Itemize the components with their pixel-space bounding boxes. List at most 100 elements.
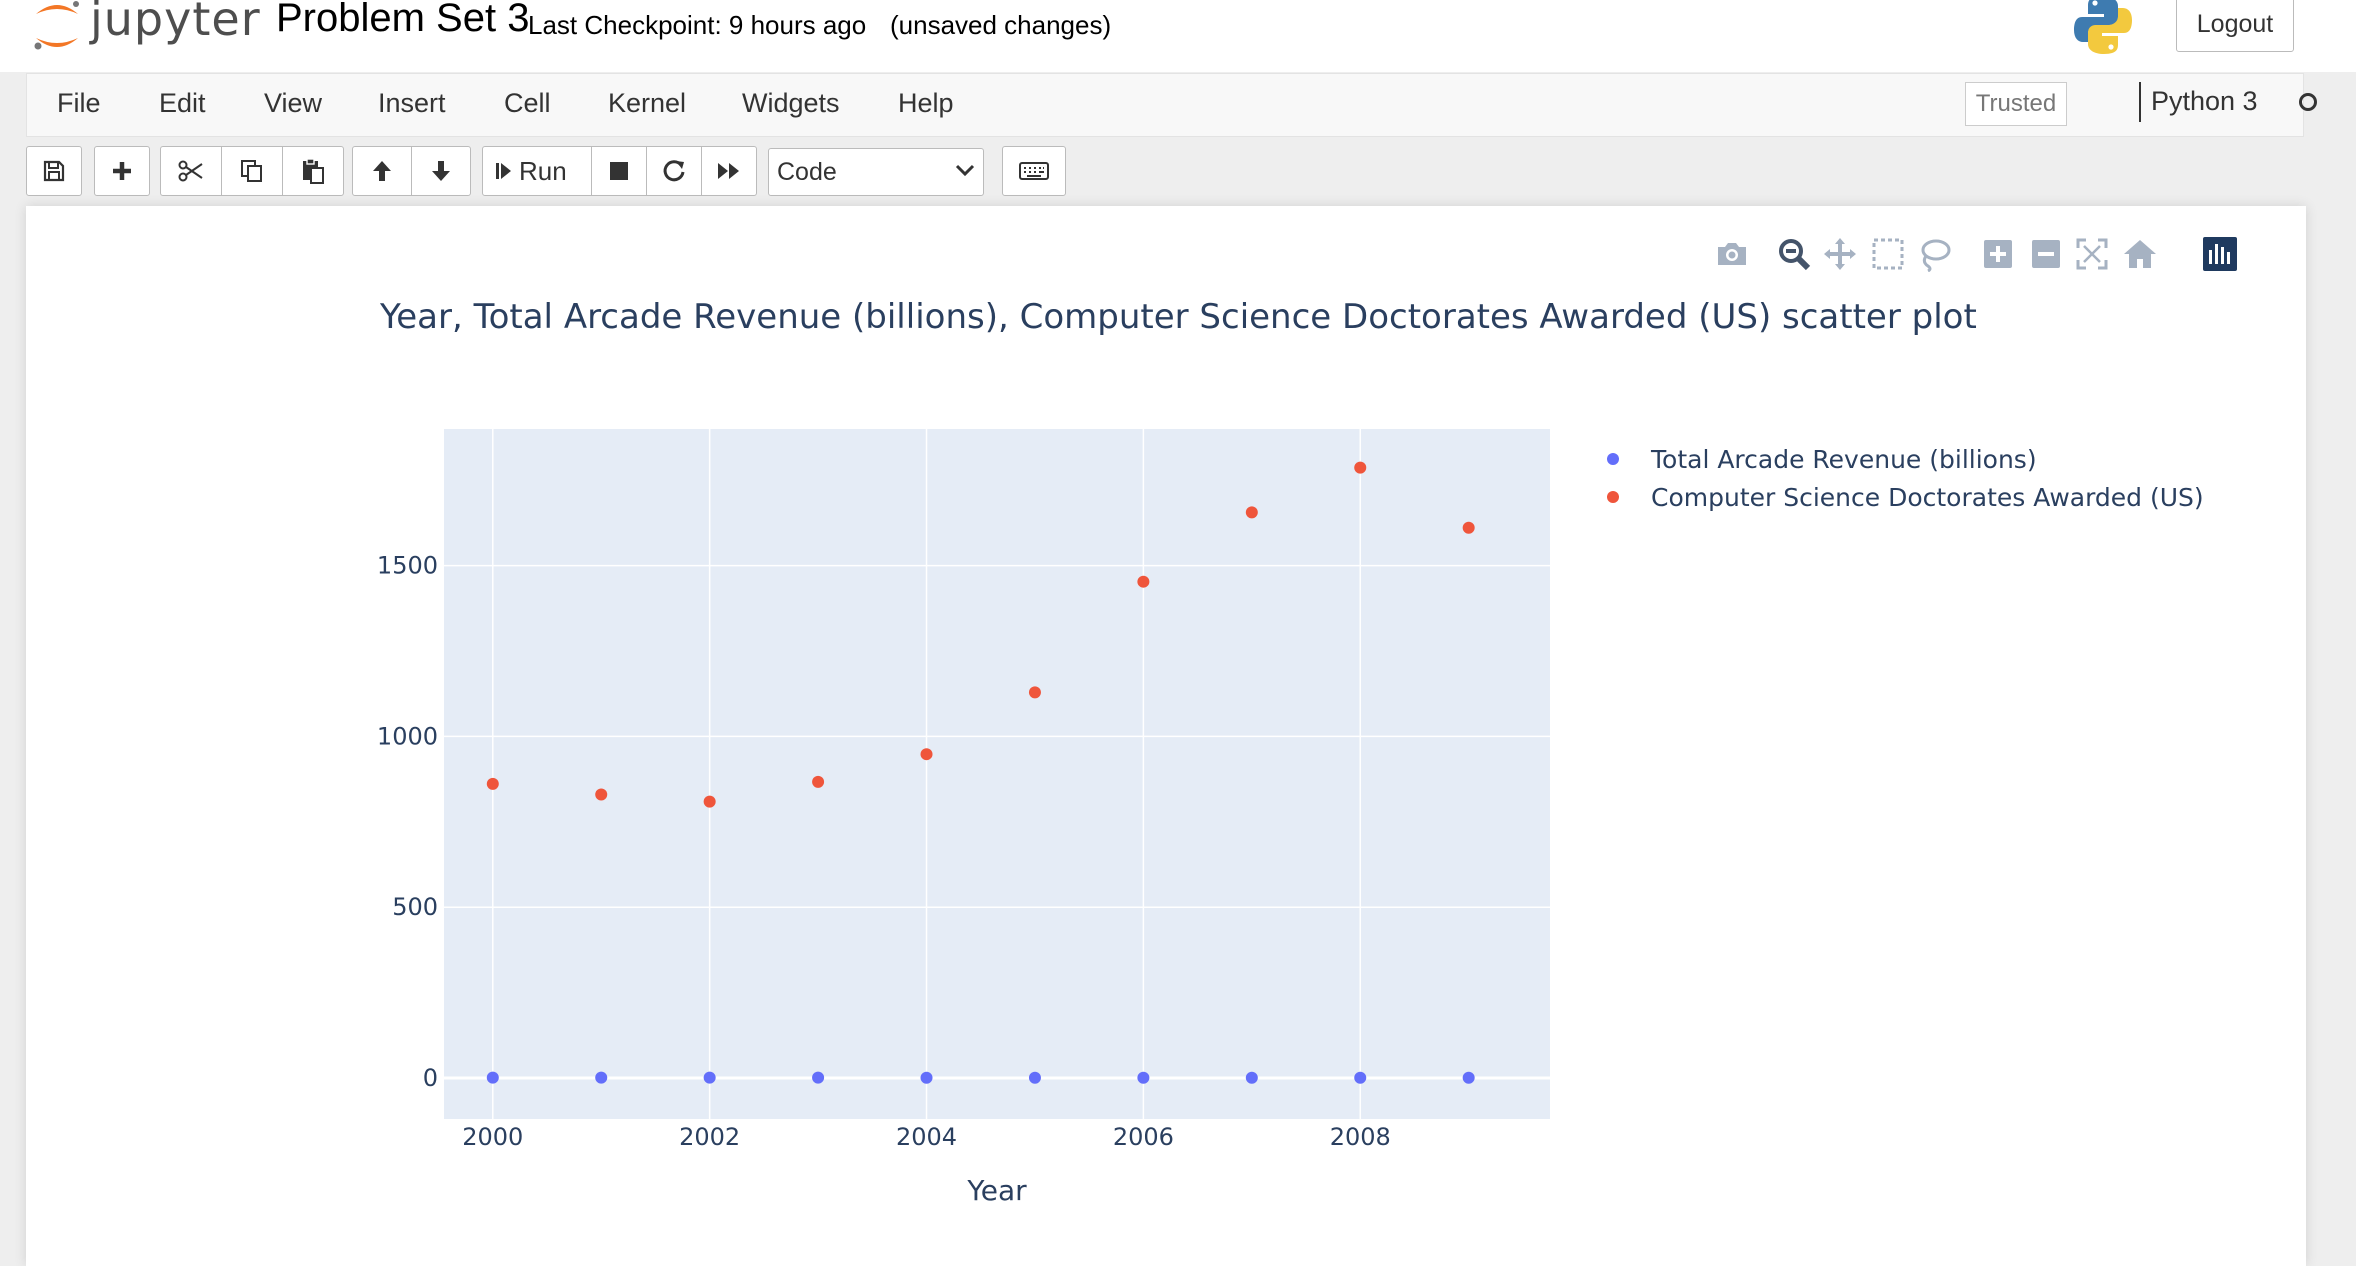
data-point[interactable]	[1462, 1071, 1475, 1084]
data-point[interactable]	[920, 1071, 933, 1084]
x-tick-label: 2006	[1113, 1123, 1174, 1151]
paste-button[interactable]	[282, 146, 344, 196]
chart-title: Year, Total Arcade Revenue (billions), C…	[379, 297, 1977, 337]
checkpoint-status: Last Checkpoint: 9 hours ago	[528, 10, 867, 40]
plotly-modebar	[1714, 236, 2254, 280]
autosave-status: (unsaved changes)	[890, 10, 1112, 40]
run-label: Run	[519, 155, 567, 186]
logout-button[interactable]: Logout	[2176, 0, 2294, 52]
save-icon	[43, 160, 65, 182]
insert-cell-button[interactable]	[94, 146, 150, 196]
plotly-logo-icon[interactable]	[2202, 236, 2238, 272]
camera-icon[interactable]	[1714, 236, 1750, 272]
lasso-select-icon[interactable]	[1916, 236, 1952, 272]
cut-button[interactable]	[160, 146, 222, 196]
pan-icon[interactable]	[1822, 236, 1858, 272]
logo-text: jupyter	[90, 0, 261, 46]
paste-icon	[303, 158, 324, 184]
autoscale-icon[interactable]	[2074, 236, 2110, 272]
zoom-out-icon[interactable]	[2028, 236, 2064, 272]
menu-help[interactable]: Help	[898, 88, 954, 118]
data-point[interactable]	[595, 1071, 608, 1084]
menu-cell[interactable]: Cell	[504, 88, 551, 118]
arrow-up-icon	[373, 161, 391, 181]
copy-button[interactable]	[221, 146, 283, 196]
legend-marker[interactable]	[1607, 453, 1619, 465]
x-axis-title: Year	[966, 1174, 1027, 1207]
save-button[interactable]	[26, 146, 82, 196]
arrow-down-icon	[432, 161, 450, 181]
restart-icon	[663, 160, 685, 182]
menu-file[interactable]: File	[57, 88, 101, 118]
zoom-icon[interactable]	[1776, 236, 1812, 272]
x-tick-label: 2008	[1330, 1123, 1391, 1151]
chart-legend: Total Arcade Revenue (billions) Computer …	[1607, 445, 2204, 512]
y-tick-label: 1000	[377, 722, 438, 750]
x-tick-label: 2004	[896, 1123, 957, 1151]
menu-widgets[interactable]: Widgets	[742, 88, 840, 118]
stop-icon	[610, 162, 628, 180]
scatter-points	[486, 461, 1475, 1084]
data-point[interactable]	[1028, 1071, 1041, 1084]
move-down-button[interactable]	[411, 146, 471, 196]
y-axis-ticks: 0 500 1000 1500	[377, 552, 438, 1092]
data-point[interactable]	[1245, 1071, 1258, 1084]
box-select-icon[interactable]	[1870, 236, 1906, 272]
legend-marker[interactable]	[1607, 491, 1619, 503]
kernel-idle-icon	[2299, 93, 2317, 111]
menubar: File Edit View Insert Cell Kernel Widget…	[26, 73, 2317, 137]
data-point[interactable]	[1028, 686, 1041, 699]
data-point[interactable]	[1354, 1071, 1367, 1084]
x-tick-label: 2002	[679, 1123, 740, 1151]
reset-axes-icon[interactable]	[2122, 236, 2158, 272]
menu-insert[interactable]: Insert	[378, 88, 446, 118]
data-point[interactable]	[1462, 521, 1475, 534]
cell-type-value: Code	[777, 157, 837, 186]
data-point[interactable]	[1354, 461, 1367, 474]
restart-run-all-button[interactable]	[701, 146, 757, 196]
x-tick-label: 2000	[462, 1123, 523, 1151]
kernel-name[interactable]: Python 3	[2151, 86, 2258, 116]
scatter-chart: Year, Total Arcade Revenue (billions), C…	[377, 297, 2204, 1207]
keyboard-icon	[1019, 162, 1049, 180]
menu-edit[interactable]: Edit	[159, 88, 206, 118]
data-point[interactable]	[1245, 506, 1258, 519]
step-forward-icon	[496, 163, 511, 179]
menu-kernel[interactable]: Kernel	[608, 88, 687, 118]
restart-kernel-button[interactable]	[646, 146, 702, 196]
y-tick-label: 1500	[377, 552, 438, 580]
move-up-button[interactable]	[352, 146, 412, 196]
y-tick-label: 500	[392, 893, 438, 921]
data-point[interactable]	[812, 1071, 825, 1084]
x-axis-ticks: 2000 2002 2004 2006 2008	[462, 1123, 1391, 1151]
interrupt-button[interactable]	[591, 146, 647, 196]
notebook-toolbar: Run Code	[26, 144, 2306, 198]
scissors-icon	[178, 160, 203, 182]
data-point[interactable]	[703, 795, 716, 808]
data-point[interactable]	[1137, 1071, 1150, 1084]
data-point[interactable]	[1137, 575, 1150, 588]
command-palette-button[interactable]	[1002, 146, 1066, 196]
fast-forward-icon	[718, 163, 739, 179]
data-point[interactable]	[812, 775, 825, 788]
data-point[interactable]	[703, 1071, 716, 1084]
legend-item[interactable]: Total Arcade Revenue (billions)	[1650, 445, 2037, 474]
menu-view[interactable]: View	[264, 88, 323, 118]
kernel-divider	[2139, 82, 2141, 122]
python-logo-icon	[2074, 0, 2132, 54]
trusted-indicator[interactable]: Trusted	[1965, 82, 2067, 126]
data-point[interactable]	[486, 777, 499, 790]
run-button[interactable]: Run	[482, 146, 592, 196]
cell-type-select[interactable]: Code	[768, 148, 984, 196]
jupyter-logo-icon	[34, 1, 79, 50]
notebook-name[interactable]: Problem Set 3	[276, 0, 530, 40]
data-point[interactable]	[486, 1071, 499, 1084]
jupyter-logo[interactable]: jupyter	[32, 0, 262, 56]
zoom-in-icon[interactable]	[1980, 236, 2016, 272]
legend-item[interactable]: Computer Science Doctorates Awarded (US)	[1651, 483, 2204, 512]
data-point[interactable]	[595, 788, 608, 801]
data-point[interactable]	[920, 748, 933, 761]
y-tick-label: 0	[423, 1064, 438, 1092]
notebook-header: jupyter Problem Set 3 Last Checkpoint: 9…	[0, 0, 2356, 72]
plot-area[interactable]	[444, 429, 1550, 1119]
